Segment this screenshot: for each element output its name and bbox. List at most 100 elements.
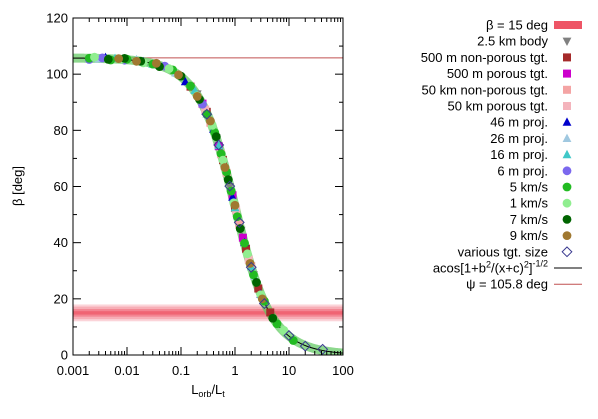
x-tick-label: 1 (231, 363, 238, 378)
fit-legend-part: 2 (486, 260, 491, 270)
fit-legend-part: 2 (524, 260, 529, 270)
data-point (230, 200, 240, 210)
series-13 (201, 108, 329, 355)
data-point (258, 298, 270, 310)
data-point (132, 56, 141, 66)
y-tick-label: 0 (61, 348, 68, 363)
series-6 (94, 54, 259, 280)
data-point (245, 261, 257, 273)
data-point (233, 216, 245, 228)
data-point (257, 294, 267, 304)
data-point (90, 52, 99, 62)
legend-label: 16 m proj. (490, 147, 548, 162)
data-point (235, 220, 244, 229)
y-axis-label: β [deg] (10, 166, 25, 206)
x-tick-label: 100 (332, 363, 354, 378)
data-point (243, 249, 252, 259)
legend-marker (562, 133, 572, 142)
data-point (268, 313, 278, 323)
data-point (114, 54, 124, 64)
series-11 (103, 53, 278, 323)
fit-legend-part: -1/2 (532, 259, 548, 269)
legend-marker (562, 198, 572, 208)
data-point (213, 139, 225, 151)
x-axis: 0.001 0.01 0.1 1 10 100 (57, 18, 354, 378)
legend-label: 6 m proj. (497, 163, 548, 178)
legend-label: 500 m non-porous tgt. (421, 50, 548, 65)
y-tick-label: 80 (54, 123, 68, 138)
data-point (226, 186, 236, 196)
legend-marker (563, 53, 571, 62)
band-layer-3 (73, 311, 343, 315)
data-point (266, 308, 275, 317)
data-point (299, 340, 311, 352)
data-point (288, 336, 298, 345)
data-points (84, 52, 329, 355)
legend-label: 50 km non-porous tgt. (422, 82, 548, 97)
legend-label: 1 km/s (510, 196, 549, 211)
data-point (151, 58, 161, 68)
legend-label: 500 m porous tgt. (447, 66, 548, 81)
y-tick-label: 40 (54, 235, 68, 250)
data-point (211, 132, 221, 142)
legend-marker (562, 37, 572, 46)
legend-label: various tgt. size (458, 244, 548, 259)
legend-marker (563, 85, 571, 94)
data-point (103, 54, 113, 64)
legend-label: 46 m proj. (490, 115, 548, 130)
legend-label: ψ = 105.8 deg (466, 277, 548, 292)
legend-marker (562, 182, 572, 192)
legend-label: acos[1+b2/(x+c)2]-1/2 (433, 259, 548, 276)
legend-marker (561, 246, 573, 258)
beta-band (73, 304, 343, 322)
legend-marker (562, 215, 572, 224)
series-10 (90, 52, 289, 335)
data-point (174, 70, 183, 80)
data-point (317, 343, 329, 355)
fit-legend-part: /(x+c) (491, 261, 524, 276)
legend-label: 9 km/s (510, 228, 549, 243)
y-axis: 0 20 40 60 80 100 120 (46, 11, 343, 363)
data-point (186, 81, 195, 91)
data-point (192, 92, 202, 101)
data-point (201, 105, 210, 114)
legend-marker (563, 69, 571, 78)
data-point (279, 325, 289, 335)
data-point (201, 108, 213, 120)
data-point (232, 212, 242, 222)
legend-label: 26 m proj. (490, 131, 548, 146)
legend-marker (562, 117, 572, 126)
data-point (283, 330, 295, 342)
y-tick-label: 20 (54, 291, 68, 306)
y-tick-label: 100 (46, 67, 68, 82)
legend-label: 5 km/s (510, 180, 549, 195)
x-tick-label: 0.01 (114, 363, 139, 378)
x-tick-label: 0.1 (172, 363, 190, 378)
legend-marker (563, 102, 571, 110)
legend-marker (562, 149, 572, 159)
y-tick-label: 120 (46, 11, 68, 26)
data-point (254, 284, 263, 293)
legend-marker (562, 166, 572, 176)
legend-label: 50 km porous tgt. (448, 99, 548, 114)
data-point (164, 64, 174, 74)
data-point (205, 116, 215, 126)
data-point (218, 155, 228, 165)
series-7 (110, 53, 256, 271)
legend-label: 7 km/s (510, 212, 549, 227)
fit-legend-part: acos[1+b (433, 261, 486, 276)
legend-swatch-band (554, 21, 582, 29)
data-point (238, 233, 247, 242)
data-point (252, 278, 261, 287)
data-point (220, 163, 230, 172)
legend-label: 2.5 km body (477, 34, 548, 49)
y-tick-label: 60 (54, 179, 68, 194)
x-tick-label: 0.001 (57, 363, 90, 378)
x-tick-label: 10 (282, 363, 296, 378)
legend-label: β = 15 deg (486, 18, 548, 33)
fit-legend-part: ] (529, 261, 533, 276)
x-axis-label: Lorb/Lt (191, 382, 225, 399)
data-point (224, 180, 236, 192)
